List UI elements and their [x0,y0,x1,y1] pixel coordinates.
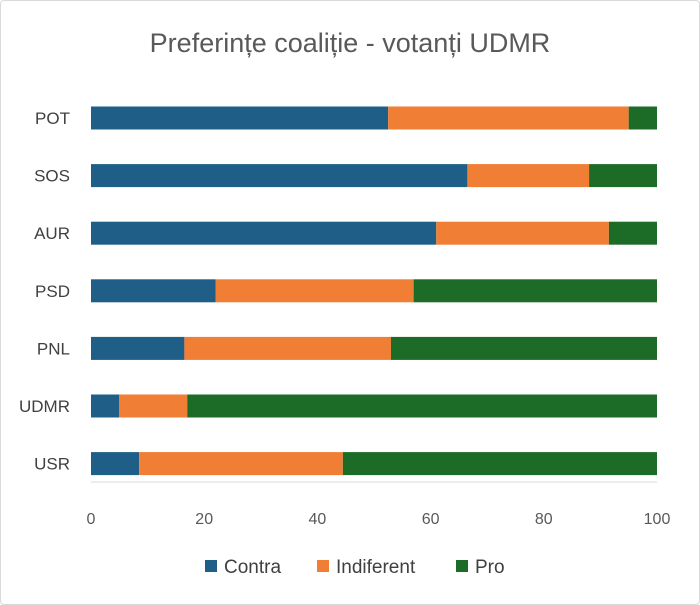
bar-psd-pro [413,279,657,303]
category-label-udmr: UDMR [19,397,70,416]
bar-pnl-pro [390,336,657,360]
x-tick-label-80: 80 [535,511,553,528]
category-label-usr: USR [34,455,70,474]
bar-usr-indiferent [139,452,343,476]
bar-aur-pro [608,221,657,245]
legend-label-indiferent: Indiferent [336,557,416,578]
bar-pnl-indiferent [184,336,391,360]
x-tick-label-0: 0 [87,511,96,528]
category-label-pnl: PNL [37,339,70,358]
x-tick-label-40: 40 [309,511,327,528]
bar-udmr-pro [187,394,657,418]
bar-aur-contra [91,221,437,245]
legend: Contra Indiferent Pro [205,557,505,578]
bar-sos-contra [91,164,468,188]
x-tick-label-20: 20 [195,511,213,528]
bar-udmr-contra [91,394,120,418]
category-labels: POT SOS AUR PSD PNL UDMR USR [19,109,70,474]
legend-label-pro: Pro [475,557,505,578]
bar-pot-pro [628,106,657,130]
bar-pnl-contra [91,336,185,360]
category-label-psd: PSD [35,282,70,301]
category-label-pot: POT [35,109,70,128]
bar-pot-indiferent [388,106,629,130]
x-tick-label-100: 100 [644,511,671,528]
bar-psd-indiferent [215,279,414,303]
bar-sos-indiferent [467,164,590,188]
legend-swatch-indiferent [317,560,329,572]
bar-psd-contra [91,279,216,303]
legend-label-contra: Contra [224,557,281,578]
bar-pot-contra [91,106,389,130]
legend-swatch-pro [456,560,468,572]
bar-group [91,106,657,476]
bar-usr-pro [342,452,657,476]
x-tick-label-60: 60 [422,511,440,528]
chart-title: Preferințe coaliție - votanți UDMR [150,28,551,58]
bar-udmr-indiferent [119,394,188,418]
category-label-aur: AUR [34,224,70,243]
bar-sos-pro [589,164,657,188]
bar-usr-contra [91,452,140,476]
x-tick-labels: 0 20 40 60 80 100 [87,511,671,528]
bar-aur-indiferent [436,221,609,245]
category-label-sos: SOS [34,167,70,186]
legend-swatch-contra [205,560,217,572]
